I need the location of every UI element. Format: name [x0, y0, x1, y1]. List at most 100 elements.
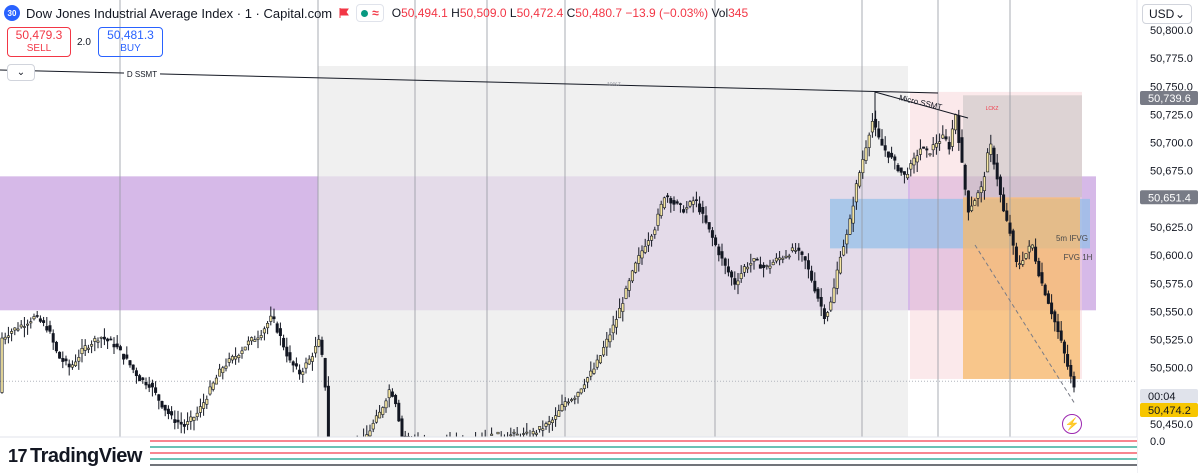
- candle-body: [320, 339, 324, 355]
- candle-body: [1034, 246, 1038, 262]
- candle: [614, 310, 618, 335]
- candle: [227, 352, 231, 367]
- sell-button[interactable]: 50,479.3 SELL: [7, 27, 71, 57]
- candle: [1018, 255, 1022, 270]
- candle: [115, 335, 119, 350]
- candle-body: [266, 323, 270, 329]
- candle: [912, 152, 916, 174]
- candle-body: [979, 186, 983, 193]
- candle: [941, 125, 945, 140]
- candle: [38, 315, 42, 323]
- candle: [301, 367, 305, 383]
- candle-body: [1018, 263, 1022, 265]
- candle: [662, 196, 666, 210]
- tradingview-wordmark: TradingView: [30, 445, 142, 467]
- candle: [134, 367, 138, 384]
- candle-body: [957, 115, 961, 143]
- candle-body: [522, 433, 526, 435]
- candle: [691, 196, 695, 213]
- candle: [851, 196, 855, 233]
- candle: [13, 327, 17, 336]
- candle: [1066, 344, 1070, 370]
- candle-body: [704, 215, 708, 223]
- candle: [381, 406, 385, 418]
- candle-body: [698, 203, 702, 213]
- candle: [547, 415, 551, 433]
- candle-body: [1011, 230, 1015, 246]
- candle-body: [768, 265, 772, 269]
- candle-body: [102, 336, 106, 340]
- candle: [730, 269, 734, 286]
- market-status-pill[interactable]: ≈: [356, 4, 384, 22]
- y-tick-label: 50,625.0: [1150, 222, 1193, 234]
- candle-body: [989, 143, 993, 155]
- candle: [243, 346, 247, 351]
- lightning-icon[interactable]: ⚡: [1062, 414, 1082, 434]
- candle-body: [794, 250, 798, 252]
- candle-body: [563, 401, 567, 407]
- candle-body: [3, 336, 7, 340]
- candle-body: [192, 417, 196, 421]
- candle-body: [1046, 293, 1050, 304]
- candle: [64, 355, 68, 366]
- candle-body: [67, 363, 71, 368]
- candle-body: [739, 273, 743, 279]
- candle-body: [538, 426, 542, 430]
- candle-body: [246, 340, 250, 346]
- candle: [496, 431, 500, 435]
- candle: [742, 264, 746, 277]
- candle: [995, 154, 999, 187]
- flag-icon[interactable]: [338, 7, 350, 19]
- candle: [803, 256, 807, 270]
- currency-select[interactable]: USD ⌄: [1142, 4, 1192, 24]
- candle-body: [624, 288, 628, 299]
- candle-body: [131, 364, 135, 370]
- candle: [32, 313, 36, 321]
- candle-body: [947, 141, 951, 150]
- candle: [291, 360, 295, 373]
- y-tick-label: 50,700.0: [1150, 138, 1193, 150]
- candle: [835, 261, 839, 295]
- candle: [224, 358, 228, 372]
- candle-body: [496, 431, 500, 435]
- candle-body: [848, 218, 852, 235]
- candle: [749, 253, 753, 273]
- candle-body: [678, 203, 682, 205]
- candle-body: [531, 431, 535, 435]
- candle-body: [736, 280, 740, 286]
- candle: [182, 419, 186, 434]
- candle: [202, 393, 206, 416]
- candle: [397, 399, 401, 423]
- y-tick-label: 50,500.0: [1150, 363, 1193, 375]
- candle-body: [160, 401, 164, 408]
- collapse-legend-button[interactable]: ⌄: [7, 64, 35, 81]
- candle-body: [227, 358, 231, 363]
- candle-body: [218, 368, 222, 377]
- candle-body: [150, 382, 154, 388]
- candle: [525, 423, 529, 436]
- currency-label: USD: [1149, 7, 1175, 21]
- tradingview-logo[interactable]: 17 TradingView: [8, 445, 142, 468]
- candle: [1043, 283, 1047, 297]
- candle-body: [874, 118, 878, 128]
- candle: [138, 373, 142, 382]
- last-price-tag: [1140, 403, 1198, 417]
- candle: [550, 417, 554, 431]
- candle-body: [614, 319, 618, 328]
- candle-body: [566, 401, 570, 404]
- candle: [1011, 228, 1015, 255]
- candle: [77, 349, 81, 370]
- candle: [806, 253, 810, 279]
- candle-body: [602, 347, 606, 356]
- candle-body: [787, 255, 791, 258]
- symbol-title[interactable]: Dow Jones Industrial Average Index · 1 ·…: [26, 5, 333, 21]
- candle-body: [867, 134, 871, 148]
- candle-body: [554, 415, 558, 420]
- candle: [819, 288, 823, 317]
- candle: [131, 364, 135, 374]
- candle-body: [128, 360, 132, 366]
- candle: [154, 381, 158, 396]
- candle-body: [986, 152, 990, 173]
- buy-button[interactable]: 50,481.3 BUY: [98, 27, 163, 57]
